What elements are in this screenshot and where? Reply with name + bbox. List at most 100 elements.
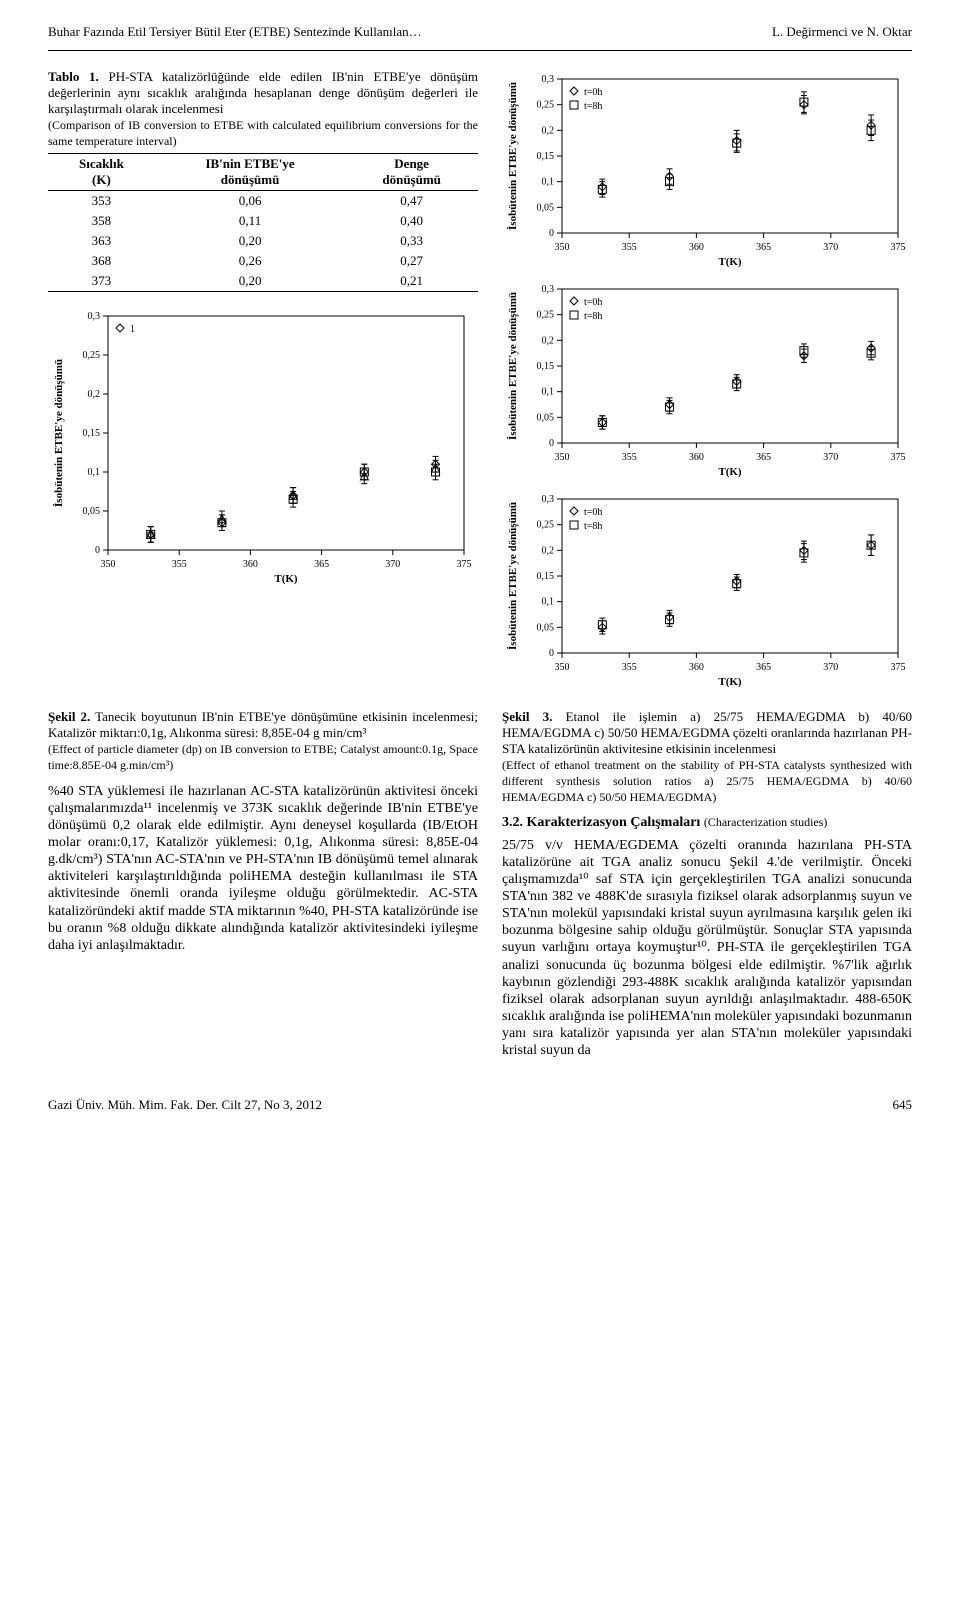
svg-text:370: 370 bbox=[385, 559, 400, 570]
svg-text:T(K): T(K) bbox=[718, 466, 742, 478]
svg-text:T(K): T(K) bbox=[274, 573, 298, 585]
svg-text:0,15: 0,15 bbox=[83, 428, 101, 439]
footer: Gazi Üniv. Müh. Mim. Fak. Der. Cilt 27, … bbox=[48, 1097, 912, 1113]
svg-text:370: 370 bbox=[823, 242, 838, 253]
svg-text:0,3: 0,3 bbox=[542, 494, 555, 505]
svg-text:0,15: 0,15 bbox=[537, 361, 555, 372]
caption-sekil3: Şekil 3. Etanol ile işlemin a) 25/75 HEM… bbox=[502, 709, 912, 805]
svg-text:İsobütenin ETBE'ye dönüşümü: İsobütenin ETBE'ye dönüşümü bbox=[507, 502, 519, 650]
svg-text:350: 350 bbox=[555, 662, 570, 673]
svg-text:T(K): T(K) bbox=[718, 676, 742, 688]
footer-left: Gazi Üniv. Müh. Mim. Fak. Der. Cilt 27, … bbox=[48, 1097, 322, 1113]
svg-text:0: 0 bbox=[549, 228, 554, 239]
svg-text:0,25: 0,25 bbox=[537, 520, 555, 531]
svg-text:1dp<1STA [9]: 1dp<1STA [9] bbox=[130, 324, 135, 335]
svg-text:365: 365 bbox=[756, 662, 771, 673]
running-head-left: Buhar Fazında Etil Tersiyer Bütil Eter (… bbox=[48, 24, 422, 40]
section-title: Karakterizasyon Çalışmaları bbox=[527, 815, 704, 830]
table-cell: 0,11 bbox=[155, 211, 345, 231]
svg-text:0,2: 0,2 bbox=[542, 125, 555, 136]
svg-text:355: 355 bbox=[622, 242, 637, 253]
svg-text:0,2: 0,2 bbox=[542, 545, 555, 556]
svg-text:İsobütenin ETBE'ye dönüşümü: İsobütenin ETBE'ye dönüşümü bbox=[53, 359, 65, 507]
svg-text:350: 350 bbox=[555, 242, 570, 253]
table1-caption: Tablo 1. PH-STA katalizörlüğünde elde ed… bbox=[48, 69, 478, 149]
svg-text:365: 365 bbox=[314, 559, 329, 570]
table-cell: 373 bbox=[48, 271, 155, 292]
svg-text:375: 375 bbox=[457, 559, 472, 570]
caption3-label: Şekil 3. bbox=[502, 709, 552, 724]
chart-sekil3-b: 35035536036537037500,050,10,150,20,250,3… bbox=[502, 279, 912, 479]
svg-text:365: 365 bbox=[756, 452, 771, 463]
svg-text:355: 355 bbox=[622, 452, 637, 463]
running-head-right: L. Değirmenci ve N. Oktar bbox=[772, 24, 912, 40]
table-cell: 363 bbox=[48, 231, 155, 251]
table1-title-text: PH-STA katalizörlüğünde elde edilen IB'n… bbox=[48, 69, 478, 116]
svg-text:0,05: 0,05 bbox=[537, 412, 555, 423]
table1-sub: (Comparison of IB conversion to ETBE wit… bbox=[48, 118, 478, 148]
section-3-2-heading: 3.2. Karakterizasyon Çalışmaları (Charac… bbox=[502, 815, 912, 831]
table-cell: 353 bbox=[48, 191, 155, 212]
svg-text:0,05: 0,05 bbox=[537, 202, 555, 213]
svg-text:360: 360 bbox=[689, 242, 704, 253]
table1: Sıcaklık (K) IB'nin ETBE'ye dönüşümü Den… bbox=[48, 153, 478, 292]
svg-text:0,3: 0,3 bbox=[88, 311, 101, 322]
para-right: 25/75 v/v HEMA/EGDEMA çözelti oranında h… bbox=[502, 837, 912, 1059]
svg-text:t=0h: t=0h bbox=[584, 507, 602, 518]
svg-text:0,1: 0,1 bbox=[88, 467, 101, 478]
table-cell: 0,27 bbox=[345, 251, 478, 271]
table-row: 3580,110,40 bbox=[48, 211, 478, 231]
svg-text:0,05: 0,05 bbox=[537, 622, 555, 633]
svg-text:0: 0 bbox=[95, 545, 100, 556]
table-cell: 0,20 bbox=[155, 231, 345, 251]
running-head: Buhar Fazında Etil Tersiyer Bütil Eter (… bbox=[48, 24, 912, 40]
svg-text:0,25: 0,25 bbox=[537, 100, 555, 111]
svg-text:0,1: 0,1 bbox=[542, 177, 555, 188]
svg-text:0,25: 0,25 bbox=[83, 350, 101, 361]
header-rule bbox=[48, 50, 912, 51]
table-cell: 0,47 bbox=[345, 191, 478, 212]
caption2-sub: (Effect of particle diameter (dp) on IB … bbox=[48, 742, 478, 772]
svg-text:T(K): T(K) bbox=[718, 256, 742, 268]
table1-col-1: IB'nin ETBE'ye dönüşümü bbox=[155, 154, 345, 191]
svg-text:0: 0 bbox=[549, 438, 554, 449]
table-cell: 0,21 bbox=[345, 271, 478, 292]
table-cell: 0,40 bbox=[345, 211, 478, 231]
svg-text:İsobütenin ETBE'ye dönüşümü: İsobütenin ETBE'ye dönüşümü bbox=[507, 82, 519, 230]
svg-text:0,2: 0,2 bbox=[88, 389, 101, 400]
table-cell: 358 bbox=[48, 211, 155, 231]
svg-text:360: 360 bbox=[689, 662, 704, 673]
svg-text:355: 355 bbox=[172, 559, 187, 570]
svg-text:0,1: 0,1 bbox=[542, 387, 555, 398]
section-sub: (Characterization studies) bbox=[704, 815, 828, 829]
table-row: 3730,200,21 bbox=[48, 271, 478, 292]
svg-text:360: 360 bbox=[689, 452, 704, 463]
table-cell: 0,26 bbox=[155, 251, 345, 271]
caption2-text: Tanecik boyutunun IB'nin ETBE'ye dönüşüm… bbox=[48, 709, 478, 740]
caption-sekil2: Şekil 2. Tanecik boyutunun IB'nin ETBE'y… bbox=[48, 709, 478, 773]
svg-text:İsobütenin ETBE'ye dönüşümü: İsobütenin ETBE'ye dönüşümü bbox=[507, 292, 519, 440]
table-cell: 0,20 bbox=[155, 271, 345, 292]
para-left: %40 STA yüklemesi ile hazırlanan AC-STA … bbox=[48, 783, 478, 954]
svg-text:0,3: 0,3 bbox=[542, 74, 555, 85]
svg-text:365: 365 bbox=[756, 242, 771, 253]
table-cell: 0,33 bbox=[345, 231, 478, 251]
svg-text:t=8h: t=8h bbox=[584, 311, 602, 322]
chart-sekil3-a: 35035536036537037500,050,10,150,20,250,3… bbox=[502, 69, 912, 269]
table1-col-0: Sıcaklık (K) bbox=[48, 154, 155, 191]
svg-text:370: 370 bbox=[823, 452, 838, 463]
svg-text:0,15: 0,15 bbox=[537, 571, 555, 582]
table1-col-2: Denge dönüşümü bbox=[345, 154, 478, 191]
svg-text:375: 375 bbox=[891, 242, 906, 253]
svg-text:t=0h: t=0h bbox=[584, 87, 602, 98]
svg-text:0: 0 bbox=[549, 648, 554, 659]
svg-text:350: 350 bbox=[101, 559, 116, 570]
section-num: 3.2. bbox=[502, 815, 527, 830]
footer-right: 645 bbox=[893, 1097, 913, 1113]
svg-text:0,3: 0,3 bbox=[542, 284, 555, 295]
svg-text:0,25: 0,25 bbox=[537, 310, 555, 321]
svg-text:t=8h: t=8h bbox=[584, 521, 602, 532]
svg-text:350: 350 bbox=[555, 452, 570, 463]
table1-label: Tablo 1. bbox=[48, 69, 99, 84]
table-cell: 0,06 bbox=[155, 191, 345, 212]
